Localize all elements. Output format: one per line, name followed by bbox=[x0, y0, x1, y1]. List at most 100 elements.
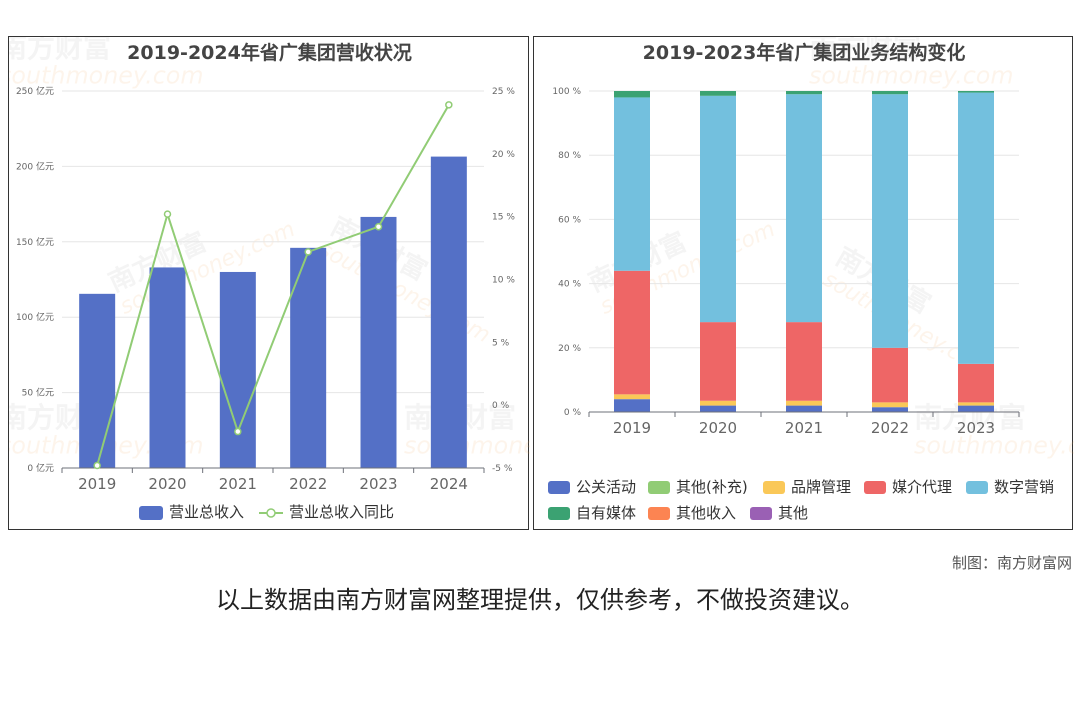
stack-segment bbox=[958, 402, 994, 406]
watermark-en: southmoney.com bbox=[914, 432, 1074, 460]
stack-segment bbox=[614, 91, 650, 98]
x-tick-label: 2019 bbox=[78, 475, 116, 493]
stack-segment bbox=[614, 399, 650, 412]
legend-swatch bbox=[648, 481, 670, 494]
legend-label: 其他收入 bbox=[676, 504, 736, 522]
chart-title: 2019-2023年省广集团业务结构变化 bbox=[643, 41, 966, 64]
stack-segment bbox=[872, 402, 908, 408]
disclaimer-text: 以上数据由南方财富网整理提供，仅供参考，不做投资建议。 bbox=[216, 586, 864, 614]
stack-segment bbox=[614, 394, 650, 400]
legend-label: 公关活动 bbox=[576, 478, 636, 496]
watermark-en: southmoney.com bbox=[404, 432, 530, 460]
yoy-point bbox=[445, 101, 453, 109]
stack-segment bbox=[700, 405, 736, 412]
legend-swatch bbox=[966, 481, 988, 494]
y-right-tick-label: 15 % bbox=[492, 213, 515, 223]
watermark-cn: 南方财富 bbox=[809, 37, 921, 64]
y-tick-label: 60 % bbox=[558, 215, 581, 225]
stack-segment bbox=[700, 95, 736, 323]
legend-label: 媒介代理 bbox=[892, 478, 952, 496]
business-structure-chart: 南方财富southmoney.com南方财富southmoney.com南方财富… bbox=[548, 37, 1074, 522]
stack-segment bbox=[958, 405, 994, 412]
y-tick-label: 20 % bbox=[558, 344, 581, 354]
legend-swatch bbox=[548, 507, 570, 520]
y-left-tick-label: 100 亿元 bbox=[16, 311, 54, 323]
legend-label: 数字营销 bbox=[994, 478, 1054, 496]
y-left-tick-label: 0 亿元 bbox=[27, 462, 54, 474]
stack-segment bbox=[786, 94, 822, 323]
stack-segment bbox=[700, 322, 736, 401]
y-left-tick-label: 250 亿元 bbox=[16, 85, 54, 97]
x-tick-label: 2019 bbox=[613, 419, 651, 437]
stack-segment bbox=[786, 400, 822, 406]
x-tick-label: 2023 bbox=[359, 475, 397, 493]
y-right-tick-label: 20 % bbox=[492, 150, 515, 160]
y-right-tick-label: 25 % bbox=[492, 87, 515, 97]
x-tick-label: 2024 bbox=[430, 475, 468, 493]
stack-segment bbox=[958, 363, 994, 403]
y-left-tick-label: 50 亿元 bbox=[22, 387, 54, 399]
y-left-tick-label: 150 亿元 bbox=[16, 236, 54, 248]
y-right-tick-label: 5 % bbox=[492, 338, 510, 348]
revenue-chart-panel: 南方财富southmoney.com南方财富southmoney.com南方财富… bbox=[8, 36, 530, 530]
y-right-tick-label: 0 % bbox=[492, 401, 510, 411]
legend-label-yoy: 营业总收入同比 bbox=[289, 503, 394, 521]
stack-segment bbox=[958, 92, 994, 364]
stack-segment bbox=[700, 400, 736, 406]
x-tick-label: 2020 bbox=[148, 475, 186, 493]
yoy-point bbox=[234, 427, 242, 436]
stack-segment bbox=[872, 347, 908, 403]
watermark-cn: 南方财富 bbox=[9, 37, 111, 64]
stack-segment bbox=[786, 322, 822, 401]
y-left-tick-label: 200 亿元 bbox=[16, 160, 54, 172]
x-tick-label: 2022 bbox=[871, 419, 909, 437]
legend-swatch bbox=[763, 481, 785, 494]
yoy-point bbox=[304, 248, 312, 256]
chart-title: 2019-2024年省广集团营收状况 bbox=[127, 41, 412, 64]
legend-swatch bbox=[648, 507, 670, 520]
x-tick-label: 2020 bbox=[699, 419, 737, 437]
legend-label: 品牌管理 bbox=[791, 478, 851, 496]
stack-segment bbox=[872, 91, 908, 95]
revenue-bar bbox=[149, 267, 186, 468]
revenue-bar bbox=[219, 271, 256, 468]
legend-swatch bbox=[548, 481, 570, 494]
y-tick-label: 40 % bbox=[558, 280, 581, 290]
chart-credit: 制图：南方财富网 bbox=[951, 554, 1072, 572]
x-tick-label: 2022 bbox=[289, 475, 327, 493]
revenue-bar bbox=[290, 247, 327, 468]
legend-swatch bbox=[864, 481, 886, 494]
yoy-point bbox=[163, 210, 172, 218]
legend-label: 自有媒体 bbox=[576, 504, 636, 522]
stack-segment bbox=[614, 97, 650, 271]
stack-segment bbox=[614, 270, 650, 395]
legend-label: 其他 bbox=[778, 504, 808, 522]
x-tick-label: 2021 bbox=[785, 419, 823, 437]
y-right-tick-label: -5 % bbox=[492, 464, 513, 474]
legend-swatch bbox=[750, 507, 772, 520]
y-tick-label: 100 % bbox=[552, 87, 581, 97]
stack-segment bbox=[786, 91, 822, 95]
y-tick-label: 0 % bbox=[564, 408, 582, 418]
y-tick-label: 80 % bbox=[558, 151, 581, 161]
legend-swatch-revenue bbox=[139, 506, 163, 520]
yoy-point bbox=[93, 461, 101, 470]
stack-segment bbox=[872, 94, 908, 348]
legend-label: 其他(补充) bbox=[676, 478, 748, 496]
stack-segment bbox=[700, 91, 736, 96]
business-structure-chart-panel: 南方财富southmoney.com南方财富southmoney.com南方财富… bbox=[533, 36, 1074, 530]
y-right-tick-label: 10 % bbox=[492, 276, 515, 286]
revenue-bar bbox=[79, 293, 116, 468]
watermark-en: southmoney.com bbox=[809, 62, 1014, 90]
x-tick-label: 2021 bbox=[219, 475, 257, 493]
legend-label-revenue: 营业总收入 bbox=[169, 503, 244, 521]
stack-segment bbox=[958, 91, 994, 93]
revenue-chart: 南方财富southmoney.com南方财富southmoney.com南方财富… bbox=[9, 37, 530, 521]
stack-segment bbox=[872, 407, 908, 412]
